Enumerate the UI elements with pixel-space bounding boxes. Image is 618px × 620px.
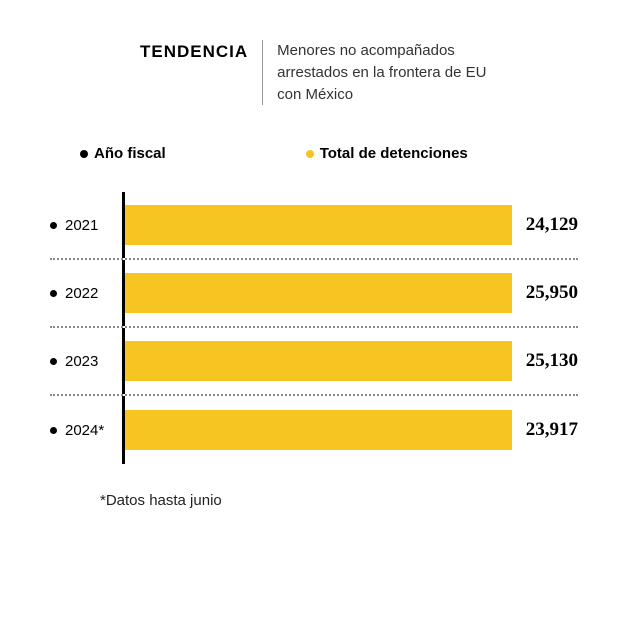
chart-row: 2022 25,950 [50, 260, 578, 328]
chart-row: 2021 24,129 [50, 192, 578, 260]
bar [125, 273, 512, 313]
bar-chart: 2021 24,129 2022 25,950 2023 25,130 2024* 23,91… [50, 192, 578, 464]
chart-footnote: *Datos hasta junio [100, 492, 588, 509]
bar-wrap: 24,129 [125, 192, 578, 258]
bar-value: 25,950 [526, 282, 578, 304]
bar-wrap: 25,130 [125, 328, 578, 394]
chart-header: TENDENCIA Menores no acompañados arresta… [140, 40, 588, 105]
bar-value: 23,917 [526, 419, 578, 441]
year-dot-icon [50, 222, 57, 229]
bar-value: 24,129 [526, 214, 578, 236]
year-label: 2024* [65, 422, 104, 439]
chart-row: 2024* 23,917 [50, 396, 578, 464]
year-cell: 2024* [50, 422, 122, 439]
legend-label-left: Año fiscal [94, 145, 166, 162]
year-label: 2022 [65, 285, 98, 302]
bar-wrap: 25,950 [125, 260, 578, 326]
year-dot-icon [50, 358, 57, 365]
chart-legend: Año fiscal Total de detenciones [80, 145, 588, 162]
year-dot-icon [50, 290, 57, 297]
year-label: 2021 [65, 217, 98, 234]
year-cell: 2023 [50, 353, 122, 370]
legend-item-total: Total de detenciones [306, 145, 468, 162]
chart-row: 2023 25,130 [50, 328, 578, 396]
legend-item-year: Año fiscal [80, 145, 166, 162]
bar [125, 205, 512, 245]
legend-dot-yellow [306, 150, 314, 158]
year-cell: 2021 [50, 217, 122, 234]
bar-wrap: 23,917 [125, 396, 578, 464]
title-divider [262, 40, 263, 105]
year-cell: 2022 [50, 285, 122, 302]
bar-value: 25,130 [526, 350, 578, 372]
legend-dot-black [80, 150, 88, 158]
chart-title: TENDENCIA [140, 40, 262, 64]
legend-label-right: Total de detenciones [320, 145, 468, 162]
chart-subtitle: Menores no acompañados arrestados en la … [277, 40, 497, 105]
bar [125, 410, 512, 450]
bar [125, 341, 512, 381]
year-label: 2023 [65, 353, 98, 370]
year-dot-icon [50, 427, 57, 434]
